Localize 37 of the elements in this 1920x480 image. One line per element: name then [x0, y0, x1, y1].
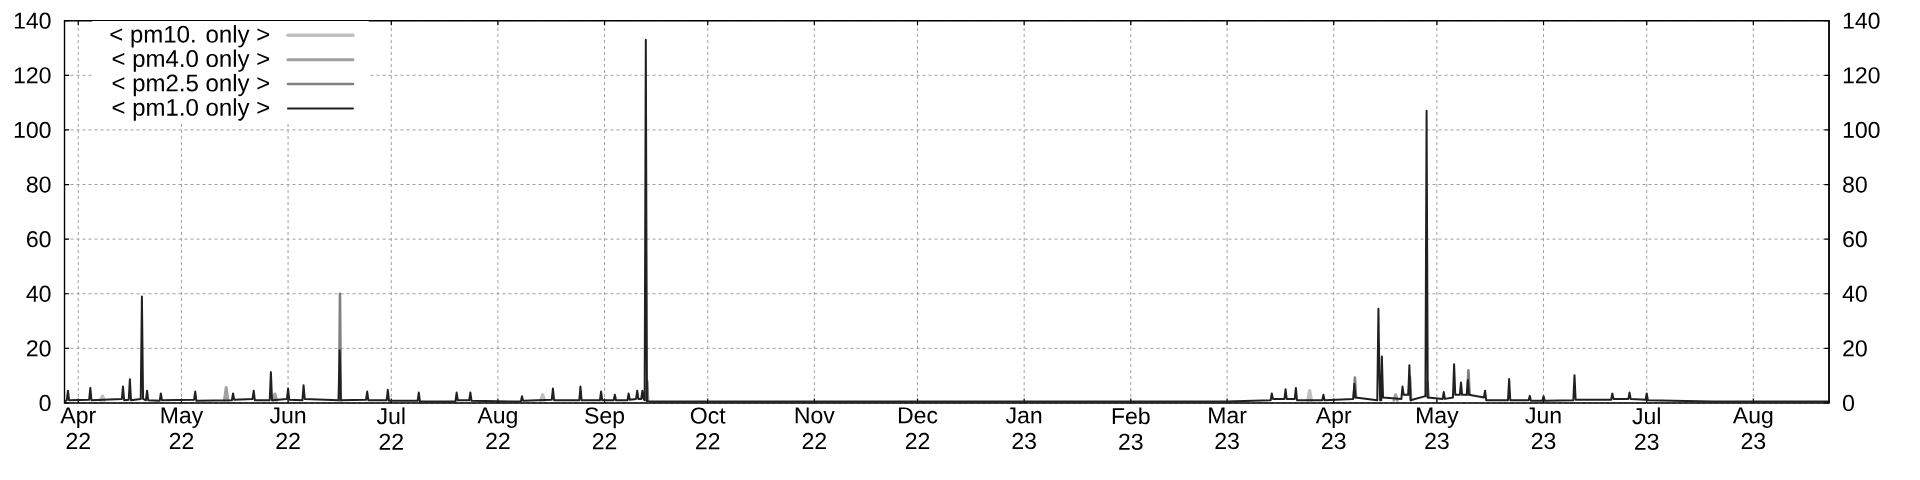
x-tick-label: Apr 23: [1315, 407, 1352, 450]
x-tick-label: Apr 22: [60, 407, 96, 449]
legend-label: < pm10. only >: [110, 25, 270, 48]
x-tick-label: May 23: [1417, 407, 1459, 450]
y2-tick-label: 100: [1843, 121, 1880, 139]
x-tick-label: Mar 23: [1209, 407, 1247, 450]
y-tick-label: 0: [39, 394, 51, 412]
x-tick-label: Aug 23: [1732, 407, 1773, 450]
y-tick-label: 140: [14, 12, 51, 29]
legend-label: < pm4.0 only >: [112, 49, 270, 72]
x-tick-label: Nov 22: [795, 407, 835, 449]
x-tick-label: Jun 23: [1525, 407, 1561, 450]
y-tick-label: 40: [26, 285, 51, 302]
x-tick-label: Oct 22: [690, 407, 726, 450]
y2-tick-label: 120: [1843, 67, 1880, 84]
y-tick-label: 80: [26, 176, 51, 193]
y-tick-label: 120: [14, 67, 51, 84]
legend-label: < pm1.0 only >: [112, 98, 270, 121]
x-tick-label: Jul 22: [376, 407, 405, 450]
y2-tick-label: 0: [1843, 394, 1854, 412]
y2-tick-label: 80: [1843, 176, 1867, 193]
y2-tick-label: 20: [1843, 340, 1867, 357]
x-tick-label: Aug 22: [477, 407, 517, 449]
y2-tick-label: 60: [1843, 231, 1867, 248]
x-tick-label: Sep 22: [585, 407, 625, 450]
y-tick-label: 20: [27, 340, 51, 357]
y-tick-label: 100: [14, 121, 51, 139]
y2-tick-label: 40: [1842, 285, 1867, 302]
y2-tick-label: 140: [1843, 12, 1880, 29]
x-tick-label: Jul 23: [1632, 407, 1660, 450]
y-tick-label: 60: [27, 231, 51, 248]
x-tick-label: Feb 23: [1112, 407, 1150, 450]
x-tick-label: Dec 22: [898, 407, 938, 449]
x-tick-label: Jun 22: [269, 407, 306, 449]
x-tick-label: May 22: [161, 407, 204, 449]
legend-label: < pm2.5 only >: [112, 73, 270, 97]
x-tick-label: Jan 23: [1005, 407, 1042, 450]
